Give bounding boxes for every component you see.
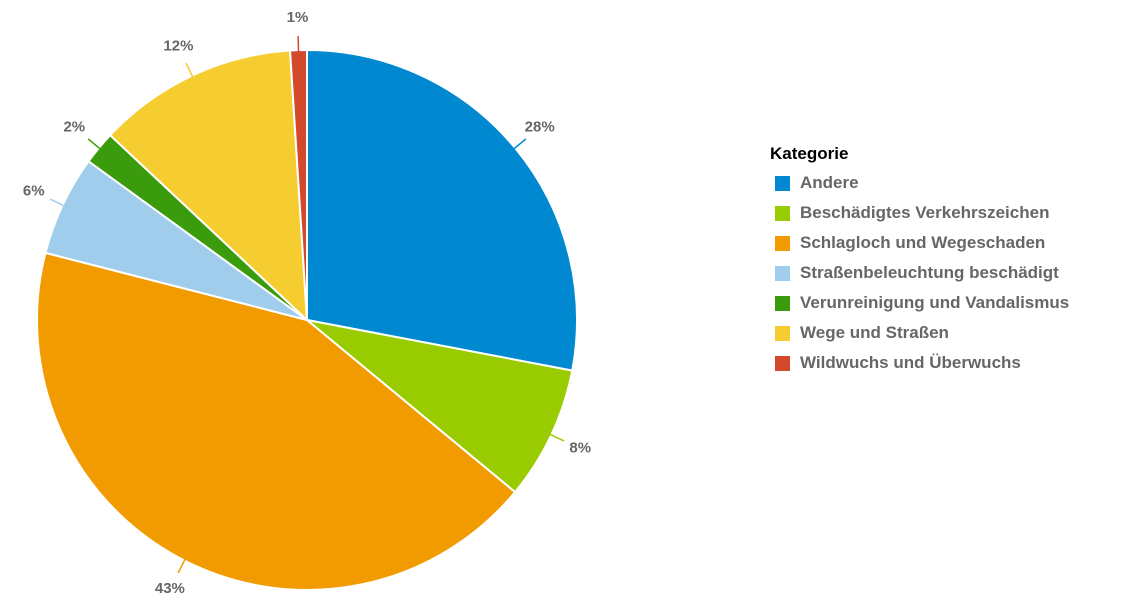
legend-swatch <box>775 266 790 281</box>
legend-label: Wege und Straßen <box>800 323 949 342</box>
legend-item: Verunreinigung und Vandalismus <box>770 293 1070 314</box>
data-label: 2% <box>63 118 85 135</box>
legend-swatch <box>775 296 790 311</box>
leader-line <box>49 198 65 207</box>
legend-swatch <box>775 206 790 221</box>
legend-label: Beschädigtes Verkehrszeichen <box>800 203 1050 222</box>
legend-item: Beschädigtes Verkehrszeichen <box>770 203 1070 224</box>
pie-chart: 28% 8% 43% 6% 2% 12% 1% <box>23 9 591 597</box>
leader-line <box>185 62 194 78</box>
leader-line <box>549 433 565 442</box>
legend: Kategorie Andere Beschädigtes Verkehrszei… <box>770 144 1070 383</box>
legend-item: Andere <box>770 173 1070 194</box>
legend-item: Wildwuchs und Überwuchs <box>770 353 1070 374</box>
legend-item: Schlagloch und Wegeschaden <box>770 233 1070 254</box>
legend-swatch <box>775 326 790 341</box>
legend-label: Verunreinigung und Vandalismus <box>800 293 1070 312</box>
leader-line <box>297 36 300 53</box>
legend-label: Wildwuchs und Überwuchs <box>800 353 1021 372</box>
leader-line <box>513 138 527 150</box>
legend-item: Straßenbeleuchtung beschädigt <box>770 263 1070 284</box>
legend-swatch <box>775 176 790 191</box>
data-label: 43% <box>155 580 185 597</box>
data-label: 28% <box>525 118 555 135</box>
data-label: 1% <box>287 9 309 26</box>
legend-label: Andere <box>800 173 859 192</box>
data-label: 8% <box>569 440 591 457</box>
data-label: 12% <box>163 38 193 55</box>
pie-slice <box>306 48 578 372</box>
legend-swatch <box>775 236 790 251</box>
leader-line <box>87 138 101 150</box>
legend-label: Straßenbeleuchtung beschädigt <box>800 263 1059 282</box>
legend-label: Schlagloch und Wegeschaden <box>800 233 1046 252</box>
data-label: 6% <box>23 182 45 199</box>
leader-line <box>177 558 186 574</box>
legend-swatch <box>775 356 790 371</box>
legend-title: Kategorie <box>770 144 849 163</box>
legend-item: Wege und Straßen <box>770 323 1070 344</box>
